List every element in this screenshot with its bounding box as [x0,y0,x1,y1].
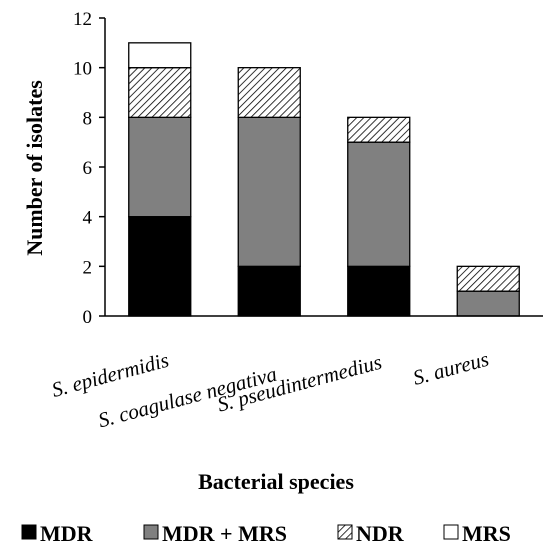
bar-segment-mdr [237,265,301,317]
bar-segment-mdr-mrs [347,141,411,267]
x-category-label: S. aureus [410,347,491,390]
legend-label: MRS [462,521,511,546]
y-tick-label: 8 [83,108,93,129]
bar-segment-ndr [237,67,301,118]
y-tick-label: 2 [83,257,93,278]
bar-segment-mdr-mrs [456,290,520,317]
y-tick-label: 4 [83,208,93,229]
legend-swatch [143,524,159,540]
bar-segment-mdr-mrs [128,116,192,218]
y-axis-title: Number of isolates [22,80,47,256]
bar-segment-ndr [128,67,192,118]
y-tick-label: 12 [73,9,92,30]
legend-swatch [21,524,37,540]
bar-segment-mdr-mrs [237,116,301,267]
bar-segment-ndr [347,116,411,143]
bar-segment-ndr [456,265,520,292]
legend-label: MDR [40,521,94,546]
legend-swatch [443,524,459,540]
y-tick-label: 10 [73,59,92,80]
legend-label: MDR + MRS [162,521,287,546]
x-axis-title: Bacterial species [198,469,354,494]
y-tick-label: 6 [83,158,93,179]
legend-label: NDR [356,521,405,546]
bar-segment-mrs [128,42,192,69]
legend: MDR MDR + MRS NDR MRS [21,521,511,546]
y-tick-label: 0 [83,307,93,328]
bar-segment-mdr [128,216,192,317]
bar-segment-mdr [347,265,411,317]
legend-swatch [337,524,353,540]
